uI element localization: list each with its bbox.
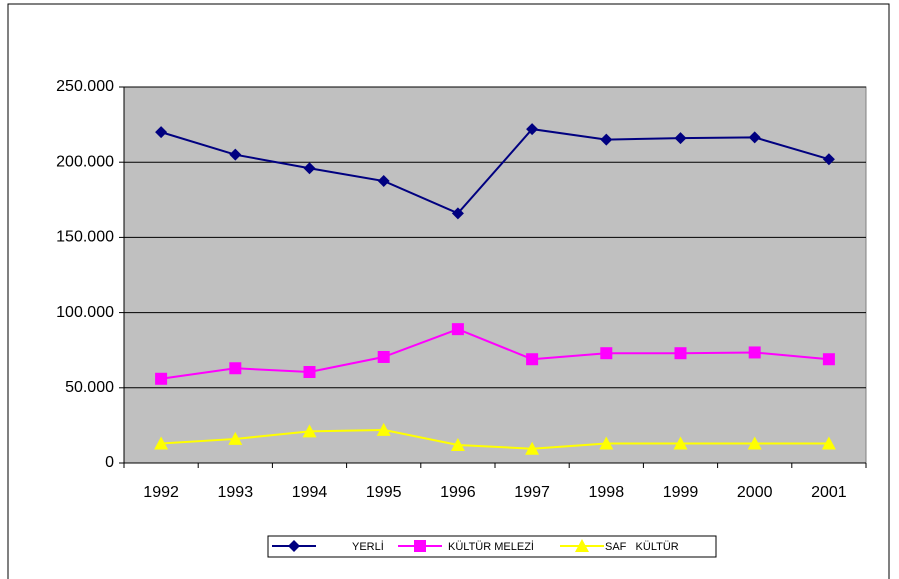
data-point	[525, 441, 540, 455]
data-point	[747, 436, 762, 450]
data-point	[228, 431, 243, 445]
x-tick-label: 1994	[292, 484, 328, 501]
legend-label: YERLİ	[352, 540, 384, 553]
x-tick-label: 2001	[811, 484, 847, 501]
data-point	[674, 347, 687, 360]
y-tick-label: 0	[105, 454, 114, 471]
y-tick-label: 100.000	[56, 304, 114, 321]
series-line	[161, 428, 829, 450]
x-tick-label: 1992	[143, 484, 179, 501]
data-point	[599, 436, 614, 450]
data-point	[155, 372, 168, 385]
x-tick-label: 1997	[514, 484, 550, 501]
legend-box	[267, 535, 717, 558]
data-point	[526, 353, 539, 366]
y-tick-label: 250.000	[56, 78, 114, 95]
legend-marker	[288, 540, 300, 552]
data-point	[451, 323, 464, 336]
x-tick-label: 1993	[218, 484, 254, 501]
data-point	[302, 424, 317, 438]
legend-marker	[414, 540, 426, 552]
data-point	[377, 175, 390, 187]
data-point	[229, 148, 242, 161]
y-tick-label: 150.000	[56, 229, 114, 246]
x-tick-label: 1996	[440, 484, 476, 501]
x-tick-label: 1999	[663, 484, 699, 501]
data-point	[377, 350, 390, 363]
data-point	[526, 123, 539, 136]
data-point	[673, 436, 688, 450]
y-tick-label: 200.000	[56, 153, 114, 170]
legend-label: SAF KÜLTÜR	[605, 541, 679, 553]
data-point	[822, 153, 835, 166]
plot-area	[123, 86, 867, 464]
legend-marker	[575, 539, 589, 552]
data-point	[155, 126, 168, 139]
data-point	[376, 422, 391, 436]
data-point	[674, 132, 687, 145]
x-tick-label: 1998	[589, 484, 625, 501]
data-point	[600, 133, 613, 146]
data-point	[154, 436, 169, 450]
data-point	[450, 437, 465, 451]
x-tick-label: 2000	[737, 484, 773, 501]
data-point	[600, 347, 613, 360]
data-point	[229, 362, 242, 375]
legend-label: KÜLTÜR MELEZİ	[448, 540, 534, 553]
series-line	[160, 328, 829, 380]
y-tick-label: 50.000	[65, 379, 114, 396]
x-tick-label: 1995	[366, 484, 402, 501]
data-point	[822, 353, 835, 366]
data-point	[303, 162, 316, 175]
series-line	[160, 128, 830, 215]
data-point	[748, 346, 761, 359]
data-point	[821, 436, 836, 450]
data-point	[748, 131, 761, 144]
data-point	[303, 366, 316, 379]
data-point	[451, 207, 464, 220]
